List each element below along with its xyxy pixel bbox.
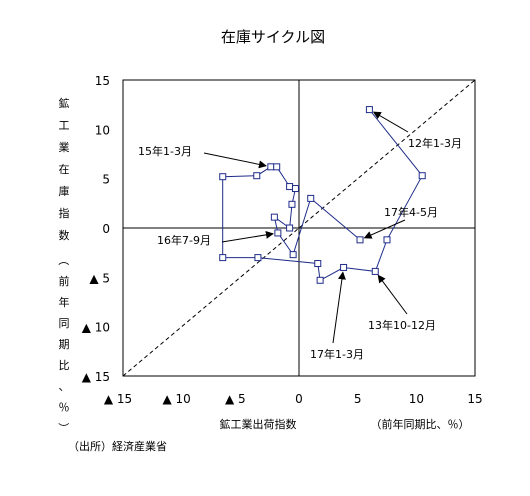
y-tick-label: 5 — [102, 173, 110, 187]
y-axis-label-char: 在 — [59, 163, 70, 176]
x-tick-label: ▲ 5 — [225, 392, 246, 406]
x-tick-label: 0 — [295, 392, 303, 406]
annotation-label: 13年10-12月 — [368, 318, 436, 332]
y-axis-label-char: 指 — [59, 206, 70, 220]
x-tick-label: 5 — [354, 392, 362, 406]
y-axis-label-char: 業 — [59, 141, 70, 154]
y-tick-label: ▲ 5 — [89, 271, 110, 285]
data-point — [340, 263, 348, 271]
y-axis-unit-char: 期 — [59, 338, 70, 351]
data-point — [219, 173, 227, 181]
tick-label-layer: ▲ 15 ▲ 10 ▲ 5 0 5 10 15 15 10 5 0 ▲ 5 ▲ 10 ▲ 15 — [82, 74, 483, 406]
y-axis-label-char: 鉱 — [59, 96, 70, 110]
data-point — [291, 185, 299, 193]
data-point — [270, 213, 278, 221]
chart-title: 在庫サイクル図 — [221, 28, 325, 46]
data-point — [274, 229, 282, 237]
annotation-arrow — [372, 111, 409, 133]
y-axis-unit-char: ） — [57, 423, 70, 434]
series-layer — [219, 106, 426, 284]
annotation-arrow — [377, 274, 408, 315]
x-axis-unit: （前年同期比、％） — [371, 417, 470, 431]
data-point — [267, 163, 275, 171]
y-axis-unit-char: 同 — [59, 317, 70, 330]
y-axis-label-char: 工 — [59, 119, 70, 132]
data-point — [286, 224, 294, 232]
y-axis-unit-char: 、 — [59, 380, 70, 393]
y-axis-label-char: 庫 — [59, 184, 70, 198]
data-point — [253, 172, 261, 180]
data-point — [365, 106, 373, 114]
data-point — [356, 236, 364, 244]
data-point — [288, 200, 296, 208]
x-axis-label: 鉱工業出荷指数 — [220, 417, 297, 431]
axes-layer — [122, 79, 476, 377]
y-axis-unit-char: 比 — [59, 359, 70, 372]
x-tick-label: 10 — [409, 392, 424, 406]
annotation-arrow — [221, 230, 274, 243]
annotation-label: 17年4-5月 — [384, 205, 438, 219]
y-axis-unit-char: 前 — [59, 274, 70, 288]
y-axis-unit-char: （ — [57, 255, 70, 266]
y-tick-label: 15 — [95, 74, 110, 88]
annotation-arrow — [332, 271, 346, 344]
x-tick-label: 15 — [467, 392, 482, 406]
y-tick-label: 0 — [102, 222, 110, 236]
source-note: （出所）経済産業省 — [68, 439, 167, 453]
y-tick-label: 10 — [95, 123, 110, 137]
data-point — [383, 236, 391, 244]
y-tick-label: ▲ 15 — [82, 370, 110, 384]
annotation-label: 12年1-3月 — [408, 136, 462, 150]
annotation-label: 17年1-3月 — [310, 347, 364, 361]
x-tick-label: ▲ 15 — [104, 392, 132, 406]
y-axis-label-char: 数 — [59, 229, 70, 242]
y-axis-unit-char: ％ — [59, 401, 70, 414]
annotation-arrow — [363, 219, 406, 239]
y-axis-unit-char: 年 — [59, 295, 70, 309]
y-tick-label: ▲ 10 — [82, 321, 110, 335]
data-point — [371, 267, 379, 275]
data-point — [307, 194, 315, 202]
data-point — [219, 254, 227, 262]
series-line — [222, 109, 423, 282]
annotation-label: 16年7-9月 — [157, 233, 211, 247]
annotation-arrow — [203, 152, 267, 169]
data-point — [273, 163, 281, 171]
x-tick-label: ▲ 10 — [163, 392, 191, 406]
data-point — [316, 276, 324, 284]
annotation-label: 15年1-3月 — [138, 144, 192, 158]
data-point — [418, 172, 426, 180]
data-point — [289, 251, 297, 259]
annotation-layer: 12年1-3月 15年1-3月 17年4-5月 16年7-9月 13年10-12月 17年… — [138, 111, 462, 361]
data-point — [314, 260, 322, 268]
data-point — [286, 183, 294, 191]
data-point — [254, 254, 262, 262]
